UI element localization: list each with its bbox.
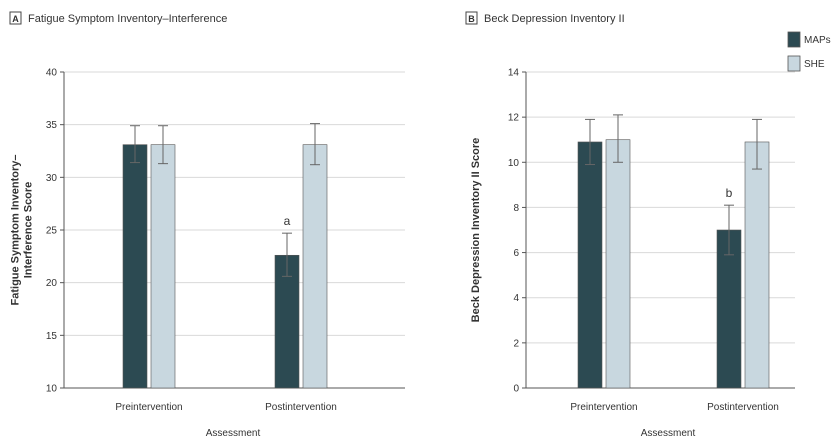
y-axis-title: Interference Score (23, 182, 35, 279)
y-tick-label: 20 (46, 278, 58, 289)
x-axis-title: Assessment (206, 428, 261, 439)
significance-annotation: a (284, 214, 291, 228)
bar-maps-0 (122, 144, 148, 389)
panel-letter-box (9, 11, 22, 25)
y-tick-label: 4 (513, 293, 519, 304)
chart-title: Fatigue Symptom Inventory–Interference (28, 13, 227, 25)
x-tick-label: Postintervention (707, 402, 779, 413)
y-tick-label: 30 (46, 173, 58, 184)
y-tick-label: 10 (508, 158, 520, 169)
bar-she-1 (302, 144, 328, 389)
y-tick-label: 0 (513, 384, 519, 395)
legend: MAPs SHE (787, 31, 831, 72)
y-tick-label: 2 (513, 338, 519, 349)
x-tick-label: Postintervention (265, 402, 337, 413)
panel-letter: B (468, 14, 475, 24)
bar-maps-1 (716, 229, 742, 389)
bar-she-0 (150, 144, 176, 389)
y-tick-label: 6 (513, 248, 519, 259)
y-tick-label: 14 (508, 68, 520, 79)
x-tick-label: Preintervention (570, 402, 637, 413)
bar-she-0 (605, 139, 631, 389)
y-tick-label: 35 (46, 120, 58, 131)
y-tick-label: 25 (46, 226, 58, 237)
bar-she-1 (744, 141, 770, 389)
significance-annotation: b (726, 186, 733, 200)
bar-maps-1 (274, 254, 300, 389)
y-tick-label: 15 (46, 331, 58, 342)
bar-maps-0 (577, 141, 603, 389)
panel-letter: A (12, 14, 19, 24)
x-axis-title: Assessment (641, 428, 696, 439)
chart-panel-a: A Fatigue Symptom Inventory–Interference 1… (9, 11, 405, 439)
legend-label: MAPs (804, 35, 831, 46)
legend-swatch-maps (787, 31, 801, 48)
legend-label: SHE (804, 59, 825, 70)
y-tick-label: 12 (508, 113, 520, 124)
panel-letter-box (465, 11, 478, 25)
y-tick-label: 40 (46, 68, 58, 79)
x-tick-label: Preintervention (115, 402, 182, 413)
y-axis-title: Beck Depression Inventory II Score (470, 138, 482, 323)
y-axis-title: Fatigue Symptom Inventory– (10, 155, 22, 306)
chart-panel-b: B Beck Depression Inventory II 0 2 4 6 8 10 12 14… (465, 11, 831, 439)
y-tick-label: 10 (46, 384, 58, 395)
y-tick-label: 8 (513, 203, 519, 214)
legend-swatch-she (787, 55, 801, 72)
chart-title: Beck Depression Inventory II (484, 13, 625, 25)
